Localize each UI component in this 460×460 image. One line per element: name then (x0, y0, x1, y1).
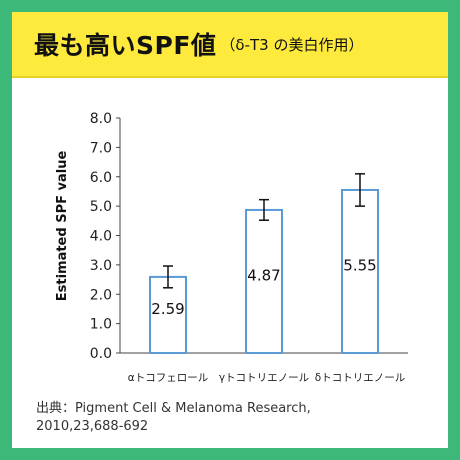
y-axis-label: Estimated SPF value (55, 151, 70, 302)
y-tick-label: 5.0 (90, 199, 112, 215)
source-line-1: 出典：Pigment Cell & Melanoma Research, (36, 401, 311, 416)
y-tick-label: 6.0 (90, 170, 112, 186)
y-ticks: 0.0 1.0 2.0 3.0 4.0 5.0 6.0 7.0 8.0 (90, 111, 120, 362)
banner-subtitle: （δ-T3 の美白作用） (220, 35, 364, 54)
data-label: 5.55 (343, 257, 376, 275)
y-tick-label: 8.0 (90, 111, 112, 127)
spf-bar-chart: Estimated SPF value 0.0 1.0 2.0 3.0 4.0 5.0 6.… (55, 111, 408, 384)
bars: 2.59 4.87 5.55 (149, 173, 379, 354)
y-tick-label: 2.0 (90, 287, 112, 303)
y-tick-label: 1.0 (90, 317, 112, 333)
y-tick-label: 3.0 (90, 258, 112, 274)
source-line-2: 2010,23,688-692 (36, 419, 149, 434)
banner-title: 最も高いSPF値 (34, 31, 217, 60)
source-citation: 出典：Pigment Cell & Melanoma Research, 201… (36, 400, 436, 436)
x-tick-labels: αトコフェロール γトコトリエノール δトコトリエノール (128, 372, 405, 384)
content-card: 最も高いSPF値 （δ-T3 の美白作用） Estimated SPF valu… (12, 12, 448, 448)
x-tick-label: αトコフェロール (128, 372, 208, 384)
bar (245, 208, 283, 354)
bar (149, 275, 187, 354)
x-tick-label: γトコトリエノール (219, 372, 309, 384)
data-label: 4.87 (247, 267, 280, 285)
y-tick-label: 4.0 (90, 229, 112, 245)
title-banner: 最も高いSPF値 （δ-T3 の美白作用） (12, 12, 448, 78)
y-tick-label: 0.0 (90, 346, 112, 362)
y-tick-label: 7.0 (90, 140, 112, 156)
data-label: 2.59 (151, 300, 184, 318)
x-tick-label: δトコトリエノール (315, 372, 405, 384)
